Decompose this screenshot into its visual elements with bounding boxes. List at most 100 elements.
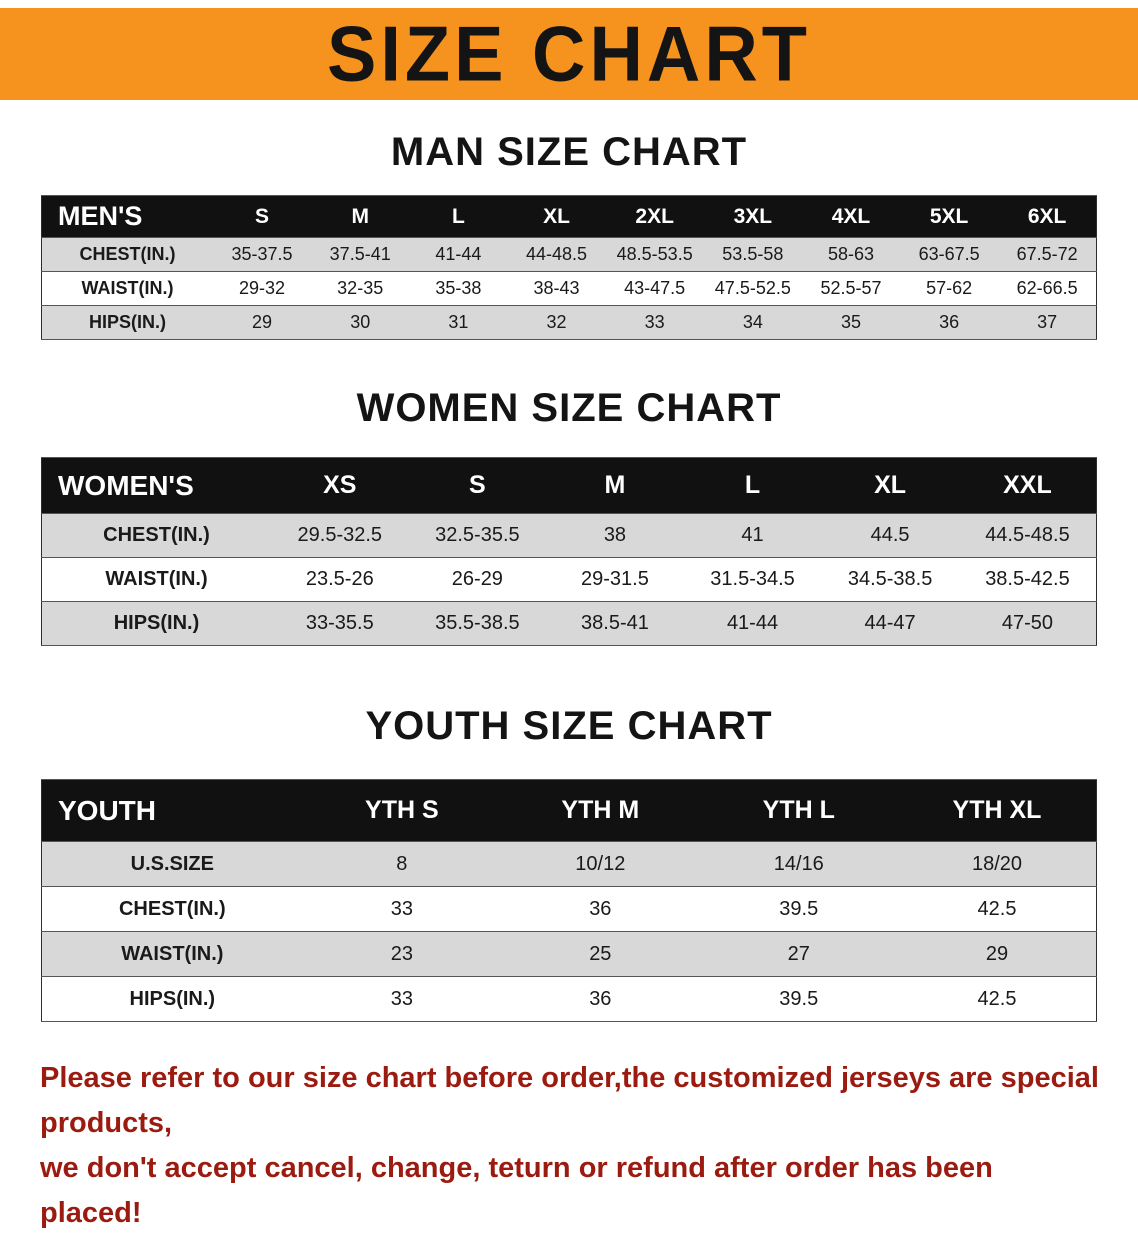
table-row: HIPS(IN.) 33 36 39.5 42.5 xyxy=(41,976,1097,1022)
size-value-cell: 53.5-58 xyxy=(703,237,802,272)
size-value-cell: 63-67.5 xyxy=(900,237,999,272)
size-column-header: L xyxy=(683,457,822,514)
size-value-cell: 29.5-32.5 xyxy=(271,513,409,558)
footer-disclaimer: Please refer to our size chart before or… xyxy=(40,1056,1100,1236)
size-value-cell: 35-38 xyxy=(409,271,508,306)
section-women: WOMEN SIZE CHART WOMEN'S XS S M L XL XXL CHEST(… xyxy=(0,386,1138,646)
row-label: WAIST(IN.) xyxy=(41,557,271,602)
size-column-header: S xyxy=(212,195,312,238)
size-value-cell: 27 xyxy=(699,931,898,977)
size-value-cell: 36 xyxy=(501,886,700,932)
size-value-cell: 44.5 xyxy=(821,513,959,558)
size-column-header: XL xyxy=(507,195,606,238)
size-value-cell: 25 xyxy=(501,931,700,977)
size-value-cell: 48.5-53.5 xyxy=(605,237,704,272)
table-row: CHEST(IN.) 33 36 39.5 42.5 xyxy=(41,886,1097,932)
size-value-cell: 29-32 xyxy=(212,271,312,306)
size-column-header: XXL xyxy=(958,457,1097,514)
size-value-cell: 41 xyxy=(683,513,822,558)
size-value-cell: 32 xyxy=(507,305,606,340)
row-label: HIPS(IN.) xyxy=(41,976,303,1022)
men-section-title: MAN SIZE CHART xyxy=(390,130,748,174)
women-size-table: WOMEN'S XS S M L XL XXL CHEST(IN.) 29.5-32.5 32.5… xyxy=(41,457,1097,646)
size-value-cell: 52.5-57 xyxy=(801,271,901,306)
size-value-cell: 33 xyxy=(605,305,704,340)
size-column-header: S xyxy=(408,457,547,514)
size-column-header: YTH L xyxy=(699,779,898,842)
size-column-header: M xyxy=(311,195,410,238)
size-value-cell: 18/20 xyxy=(898,841,1097,887)
disclaimer-line-2: we don't accept cancel, change, teturn o… xyxy=(40,1151,993,1229)
table-row: WAIST(IN.) 23 25 27 29 xyxy=(41,931,1097,977)
size-value-cell: 38.5-42.5 xyxy=(958,557,1097,602)
table-header-row: WOMEN'S XS S M L XL XXL xyxy=(41,457,1097,514)
size-value-cell: 41-44 xyxy=(409,237,508,272)
size-column-header: 4XL xyxy=(801,195,901,238)
row-label: HIPS(IN.) xyxy=(41,305,213,340)
size-value-cell: 58-63 xyxy=(801,237,901,272)
table-corner-label: MEN'S xyxy=(41,195,213,238)
table-row: CHEST(IN.) 29.5-32.5 32.5-35.5 38 41 44.5 44.5… xyxy=(41,513,1097,558)
table-row: WAIST(IN.) 29-32 32-35 35-38 38-43 43-47.5 47.… xyxy=(41,271,1097,306)
size-value-cell: 37 xyxy=(998,305,1097,340)
row-label: HIPS(IN.) xyxy=(41,601,271,646)
size-value-cell: 34 xyxy=(703,305,802,340)
size-value-cell: 29-31.5 xyxy=(546,557,684,602)
size-value-cell: 38.5-41 xyxy=(546,601,684,646)
size-value-cell: 31.5-34.5 xyxy=(683,557,822,602)
size-value-cell: 36 xyxy=(501,976,700,1022)
size-value-cell: 33-35.5 xyxy=(271,601,409,646)
youth-section-title: YOUTH SIZE CHART xyxy=(365,704,773,748)
size-value-cell: 33 xyxy=(302,976,502,1022)
size-value-cell: 30 xyxy=(311,305,410,340)
size-column-header: YTH XL xyxy=(898,779,1097,842)
size-value-cell: 38-43 xyxy=(507,271,606,306)
size-column-header: 2XL xyxy=(605,195,704,238)
table-row: U.S.SIZE 8 10/12 14/16 18/20 xyxy=(41,841,1097,887)
size-value-cell: 62-66.5 xyxy=(998,271,1097,306)
row-label: CHEST(IN.) xyxy=(41,237,213,272)
women-section-title: WOMEN SIZE CHART xyxy=(356,386,782,430)
row-label: WAIST(IN.) xyxy=(41,271,213,306)
size-value-cell: 38 xyxy=(546,513,684,558)
size-value-cell: 47.5-52.5 xyxy=(703,271,802,306)
table-row: HIPS(IN.) 29 30 31 32 33 34 35 36 37 xyxy=(41,305,1097,340)
size-value-cell: 35 xyxy=(801,305,901,340)
table-row: CHEST(IN.) 35-37.5 37.5-41 41-44 44-48.5 48.5… xyxy=(41,237,1097,272)
disclaimer-line-1: Please refer to our size chart before or… xyxy=(40,1062,1099,1139)
size-value-cell: 42.5 xyxy=(898,886,1097,932)
table-row: WAIST(IN.) 23.5-26 26-29 29-31.5 31.5-34.5 34… xyxy=(41,557,1097,602)
page-title: SIZE CHART xyxy=(327,9,811,98)
size-column-header: XL xyxy=(821,457,959,514)
table-header-row: MEN'S S M L XL 2XL 3XL 4XL 5XL 6XL xyxy=(41,195,1097,238)
size-column-header: 3XL xyxy=(703,195,802,238)
table-header-row: YOUTH YTH S YTH M YTH L YTH XL xyxy=(41,779,1097,842)
size-value-cell: 44.5-48.5 xyxy=(958,513,1097,558)
size-value-cell: 39.5 xyxy=(699,976,898,1022)
size-value-cell: 32.5-35.5 xyxy=(408,513,547,558)
size-value-cell: 8 xyxy=(302,841,502,887)
size-value-cell: 44-48.5 xyxy=(507,237,606,272)
size-value-cell: 31 xyxy=(409,305,508,340)
size-column-header: YTH M xyxy=(501,779,700,842)
size-value-cell: 29 xyxy=(212,305,312,340)
youth-size-table: YOUTH YTH S YTH M YTH L YTH XL U.S.SIZE 8 10/12… xyxy=(41,779,1097,1022)
size-column-header: M xyxy=(546,457,684,514)
size-value-cell: 41-44 xyxy=(683,601,822,646)
size-value-cell: 35.5-38.5 xyxy=(408,601,547,646)
table-corner-label: YOUTH xyxy=(41,779,303,842)
size-value-cell: 23.5-26 xyxy=(271,557,409,602)
size-column-header: XS xyxy=(271,457,409,514)
men-size-table: MEN'S S M L XL 2XL 3XL 4XL 5XL 6XL CHEST(IN.) 35-37… xyxy=(41,195,1097,340)
section-youth: YOUTH SIZE CHART YOUTH YTH S YTH M YTH L YTH… xyxy=(0,704,1138,1022)
size-column-header: 6XL xyxy=(998,195,1097,238)
size-value-cell: 44-47 xyxy=(821,601,959,646)
size-value-cell: 29 xyxy=(898,931,1097,977)
size-column-header: YTH S xyxy=(302,779,502,842)
table-row: HIPS(IN.) 33-35.5 35.5-38.5 38.5-41 41-44 44-… xyxy=(41,601,1097,646)
row-label: WAIST(IN.) xyxy=(41,931,303,977)
size-value-cell: 36 xyxy=(900,305,999,340)
size-value-cell: 23 xyxy=(302,931,502,977)
size-column-header: 5XL xyxy=(900,195,999,238)
